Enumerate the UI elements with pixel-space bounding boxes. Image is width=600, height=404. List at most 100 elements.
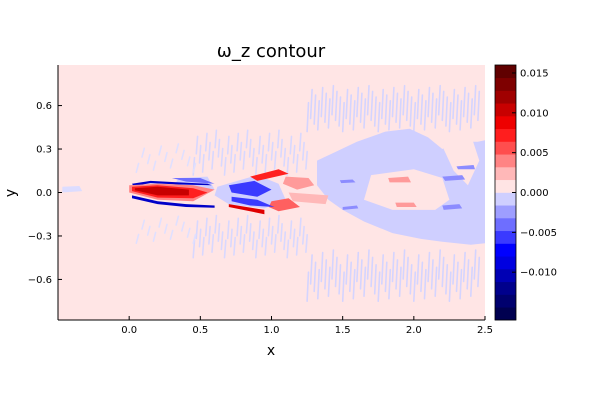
wake-streak: [345, 88, 349, 120]
wake-streak: [356, 251, 360, 283]
wake-streak: [175, 215, 180, 226]
wake-streak: [405, 90, 409, 122]
wake-streak: [316, 268, 321, 300]
y-tick-label: 0.0: [36, 188, 52, 199]
colorbar-level: [495, 77, 516, 91]
wake-streak: [211, 234, 215, 253]
contour-region: [282, 176, 315, 190]
wake-streak: [309, 88, 313, 120]
wake-streak: [141, 147, 146, 158]
wake-streak: [267, 217, 271, 237]
wake-streak: [146, 225, 151, 236]
x-tick-label: 0.0: [121, 325, 137, 336]
wake-streak: [230, 228, 233, 248]
wake-streak: [377, 101, 381, 133]
wake-streak: [270, 225, 274, 245]
x-tick-label: 0.5: [192, 325, 208, 336]
wake-streak: [255, 156, 258, 176]
colorbar-tick-label: −0.010: [520, 268, 557, 279]
colorbar-level: [495, 192, 516, 206]
y-ticks: 0.6 0.3 0.0 −0.3 −0.6: [28, 101, 62, 286]
x-axis-label: x: [267, 343, 275, 359]
wake-streak: [152, 231, 157, 242]
wake-streak: [313, 261, 317, 293]
wake-streak: [320, 251, 324, 283]
wake-streak: [320, 86, 324, 118]
wake-streak: [245, 129, 249, 149]
wake-streak: [264, 153, 268, 173]
wake-streak: [298, 132, 302, 152]
wake-streak: [208, 225, 211, 245]
y-tick-label: 0.3: [36, 145, 52, 156]
contour-region: [364, 169, 450, 210]
wake-streak: [236, 217, 240, 237]
wake-streak: [223, 156, 227, 176]
wake-streak: [412, 271, 417, 303]
wake-streak: [334, 90, 338, 122]
wake-streak: [186, 156, 191, 167]
y-axis-label: y: [3, 189, 19, 197]
contour-region: [395, 202, 417, 207]
wake-streak: [477, 256, 481, 288]
wake-streak: [370, 256, 374, 288]
x-tick-label: 1.5: [335, 325, 351, 336]
wake-streak: [402, 249, 406, 280]
wake-streak: [301, 141, 305, 161]
wake-streak: [448, 101, 452, 133]
colorbar-level: [495, 205, 516, 219]
wake-streak: [430, 92, 434, 123]
colorbar-level: [495, 154, 516, 168]
wake-streak: [437, 249, 442, 280]
wake-streak: [226, 135, 230, 155]
colorbar-level: [495, 179, 516, 193]
wake-streak: [223, 239, 227, 259]
wake-streak: [298, 217, 302, 237]
wake-streak: [245, 214, 249, 234]
colorbar-level: [495, 294, 516, 308]
wake-streak: [395, 259, 399, 290]
wake-streak: [313, 94, 317, 125]
wake-streak: [469, 266, 474, 298]
wake-streak: [164, 151, 168, 163]
contour-region: [339, 179, 356, 184]
wake-streak: [412, 101, 417, 133]
wake-streak: [204, 217, 208, 237]
contour-region: [134, 186, 189, 196]
y-tick-label: 0.6: [36, 101, 52, 112]
contour-region: [342, 205, 359, 210]
colorbar-level: [495, 256, 516, 270]
wake-streak: [135, 162, 140, 173]
wake-streak: [356, 86, 360, 118]
wake-streak: [405, 256, 409, 288]
wake-streak: [192, 162, 197, 173]
wake-streak: [427, 86, 431, 118]
wake-streak: [305, 150, 309, 170]
colorbar-level: [495, 167, 516, 181]
x-ticks: 0.0 0.5 1.0 1.5 2.0 2.5: [121, 316, 493, 336]
wake-streak: [261, 144, 265, 164]
colorbar-level: [495, 128, 516, 142]
wake-streak: [327, 98, 331, 129]
wake-streak: [434, 98, 438, 129]
wake-streak: [459, 268, 463, 300]
wake-streak: [248, 223, 252, 242]
wake-streak: [352, 268, 356, 300]
wake-streak: [230, 144, 233, 164]
wake-streak: [473, 249, 477, 280]
wake-streak: [181, 149, 185, 160]
wake-streak: [327, 266, 331, 298]
contour-region: [442, 175, 466, 181]
wake-streak: [289, 220, 293, 240]
wake-streak: [233, 236, 236, 256]
wake-streak: [331, 249, 335, 280]
wake-streak: [198, 144, 202, 164]
colorbar-tick-label: −0.005: [520, 228, 557, 239]
wake-streak: [141, 219, 146, 230]
contour-region: [456, 165, 475, 170]
wake-streak: [208, 141, 211, 161]
wake-streak: [289, 135, 293, 155]
colorbar-tick-label: 0.015: [520, 68, 549, 79]
y-tick-label: −0.6: [28, 275, 52, 286]
wake-streak: [273, 150, 277, 170]
colorbar-level: [495, 269, 516, 283]
